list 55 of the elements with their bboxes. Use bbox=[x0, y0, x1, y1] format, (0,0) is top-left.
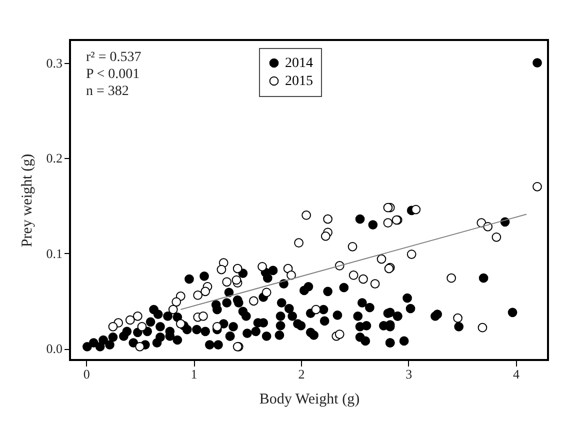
annotation: r² = 0.537 bbox=[86, 50, 142, 65]
point bbox=[212, 322, 222, 332]
point bbox=[172, 297, 182, 307]
point bbox=[132, 312, 142, 321]
point bbox=[411, 204, 421, 214]
point bbox=[446, 273, 456, 283]
y-tick-label: 0.2 bbox=[46, 150, 62, 166]
x-axis-title: Body Weight (g) bbox=[259, 392, 360, 408]
point bbox=[135, 342, 145, 352]
point bbox=[232, 275, 242, 285]
point bbox=[286, 270, 296, 280]
x-tick-label: 0 bbox=[83, 366, 90, 382]
point bbox=[348, 242, 358, 252]
annotation: n = 382 bbox=[86, 84, 129, 99]
point bbox=[492, 232, 502, 242]
point bbox=[383, 218, 393, 228]
point bbox=[320, 232, 330, 241]
annotation: P < 0.001 bbox=[86, 67, 140, 82]
point bbox=[370, 279, 380, 288]
point bbox=[137, 322, 147, 332]
point bbox=[258, 262, 267, 272]
point bbox=[232, 264, 242, 274]
point bbox=[222, 277, 232, 287]
point bbox=[249, 296, 258, 306]
point bbox=[406, 250, 416, 259]
point bbox=[216, 264, 226, 274]
point bbox=[200, 286, 210, 296]
point bbox=[478, 322, 488, 332]
y-tick-label: 0.1 bbox=[46, 246, 62, 261]
point bbox=[311, 304, 321, 314]
x-tick-label: 2 bbox=[298, 366, 305, 382]
point bbox=[262, 288, 272, 298]
point bbox=[376, 254, 386, 264]
legend-label: 2014 bbox=[285, 56, 313, 71]
point bbox=[294, 238, 304, 248]
point bbox=[125, 315, 135, 325]
point bbox=[323, 214, 332, 224]
y-tick-label: 0.3 bbox=[46, 55, 62, 70]
y-tick-label: 0.0 bbox=[46, 341, 62, 356]
point bbox=[198, 312, 208, 321]
point bbox=[193, 290, 203, 300]
point bbox=[334, 330, 344, 339]
point bbox=[176, 319, 186, 328]
point bbox=[302, 210, 311, 220]
point bbox=[358, 274, 368, 284]
y-axis-title: Prey weight (g) bbox=[19, 154, 36, 248]
point bbox=[348, 270, 358, 280]
legend-label: 2015 bbox=[285, 74, 313, 89]
x-tick-label: 4 bbox=[513, 366, 520, 382]
x-tick-label: 1 bbox=[190, 366, 198, 382]
point bbox=[168, 304, 178, 314]
point bbox=[532, 182, 542, 192]
x-tick-label: 3 bbox=[406, 366, 412, 382]
point bbox=[453, 313, 462, 323]
point bbox=[108, 322, 118, 332]
